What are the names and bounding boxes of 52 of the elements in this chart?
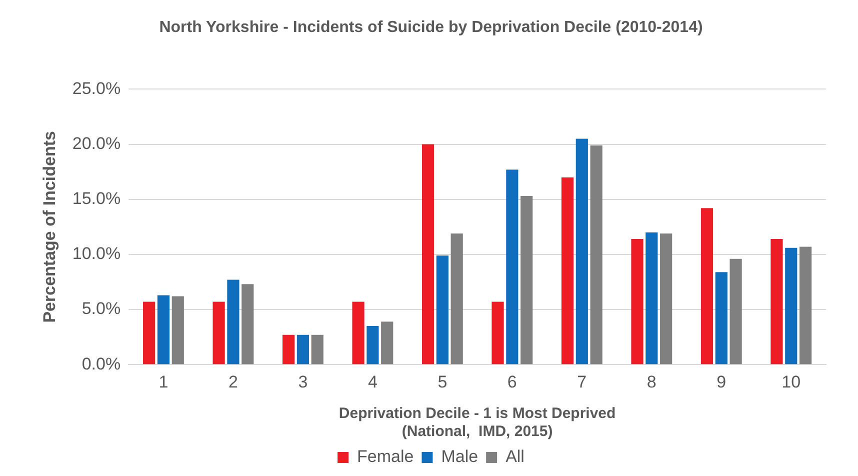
bar xyxy=(143,302,156,364)
bar xyxy=(157,295,170,364)
x-tick-label: 5 xyxy=(438,372,448,392)
bar xyxy=(799,246,812,364)
y-axis-title: Percentage of Incidents xyxy=(40,131,59,323)
y-tick-label: 25.0% xyxy=(72,78,121,98)
bar xyxy=(561,177,574,364)
x-tick-label: 9 xyxy=(716,372,726,392)
bar xyxy=(730,258,742,364)
bar xyxy=(646,232,658,364)
bar xyxy=(770,239,783,364)
bar xyxy=(296,334,310,364)
legend-label: Female xyxy=(357,447,414,466)
bar xyxy=(660,234,672,364)
bar xyxy=(422,144,434,364)
y-tick-label: 15.0% xyxy=(72,189,121,208)
x-tick-label: 3 xyxy=(298,372,308,392)
y-tick-label: 10.0% xyxy=(72,244,121,264)
x-axis-title: Deprivation Decile - 1 is Most Deprived (National, IMD, 2015) xyxy=(338,405,616,440)
chart-title: North Yorkshire - Incidents of Suicide by Deprivation Decile (2010-2014) xyxy=(159,19,703,36)
x-tick-label: 2 xyxy=(228,372,238,392)
x-tick-label: 1 xyxy=(158,372,168,392)
bar xyxy=(227,280,240,364)
bar xyxy=(450,234,463,364)
bar xyxy=(366,326,379,364)
bar xyxy=(631,239,644,364)
y-tick-label: 5.0% xyxy=(82,299,121,318)
bar xyxy=(506,170,518,364)
x-tick-label: 8 xyxy=(646,372,656,392)
bar xyxy=(381,322,394,364)
bar xyxy=(311,334,324,364)
bar xyxy=(590,145,602,364)
legend-label: Male xyxy=(441,447,478,466)
bar xyxy=(172,296,184,364)
bar xyxy=(212,302,225,364)
x-tick-label: 7 xyxy=(577,372,587,392)
x-tick-label: 4 xyxy=(368,372,378,392)
bar xyxy=(242,284,254,364)
y-tick-label: 0.0% xyxy=(82,354,121,374)
bar xyxy=(785,248,798,364)
bar xyxy=(282,334,295,364)
bar xyxy=(715,272,728,364)
y-tick-label: 20.0% xyxy=(72,134,121,153)
bar xyxy=(576,138,588,364)
legend-label: All xyxy=(506,447,524,466)
bar xyxy=(436,256,448,364)
x-tick-label: 6 xyxy=(507,372,517,392)
bar xyxy=(492,302,504,364)
bar xyxy=(352,302,364,364)
bar xyxy=(700,208,714,364)
bar xyxy=(520,196,533,364)
x-tick-label: 10 xyxy=(782,372,801,392)
